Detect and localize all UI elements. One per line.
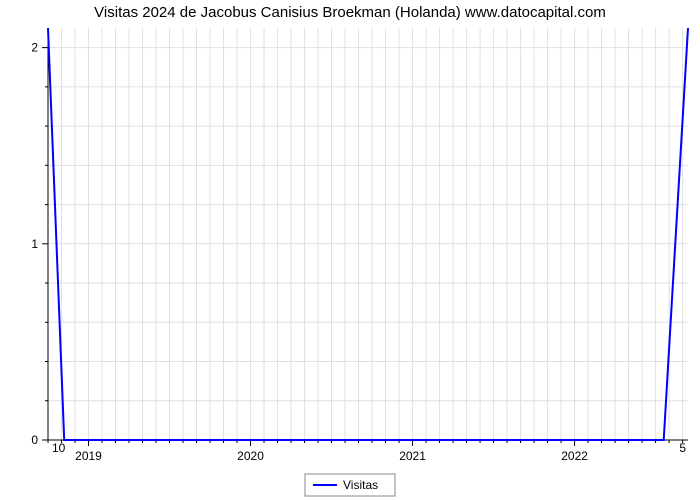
x-tick-label: 2021 xyxy=(399,449,426,463)
series-start-value-label: 10 xyxy=(52,441,66,455)
series-end-value-label: 5 xyxy=(679,441,686,455)
x-tick-label: 2022 xyxy=(561,449,588,463)
x-tick-label: 2019 xyxy=(75,449,102,463)
series-visitas-line xyxy=(48,28,688,440)
legend-label: Visitas xyxy=(343,478,378,492)
chart-svg: 0 1 2 2019 2020 2021 2022 10 5 Visitas xyxy=(0,0,700,500)
y-tick-label: 0 xyxy=(31,433,38,447)
y-tick-label: 2 xyxy=(31,41,38,55)
x-tick-label: 2020 xyxy=(237,449,264,463)
y-tick-label: 1 xyxy=(31,237,38,251)
legend: Visitas xyxy=(305,474,395,496)
chart-container: { "chart": { "type": "line", "title": "V… xyxy=(0,0,700,500)
